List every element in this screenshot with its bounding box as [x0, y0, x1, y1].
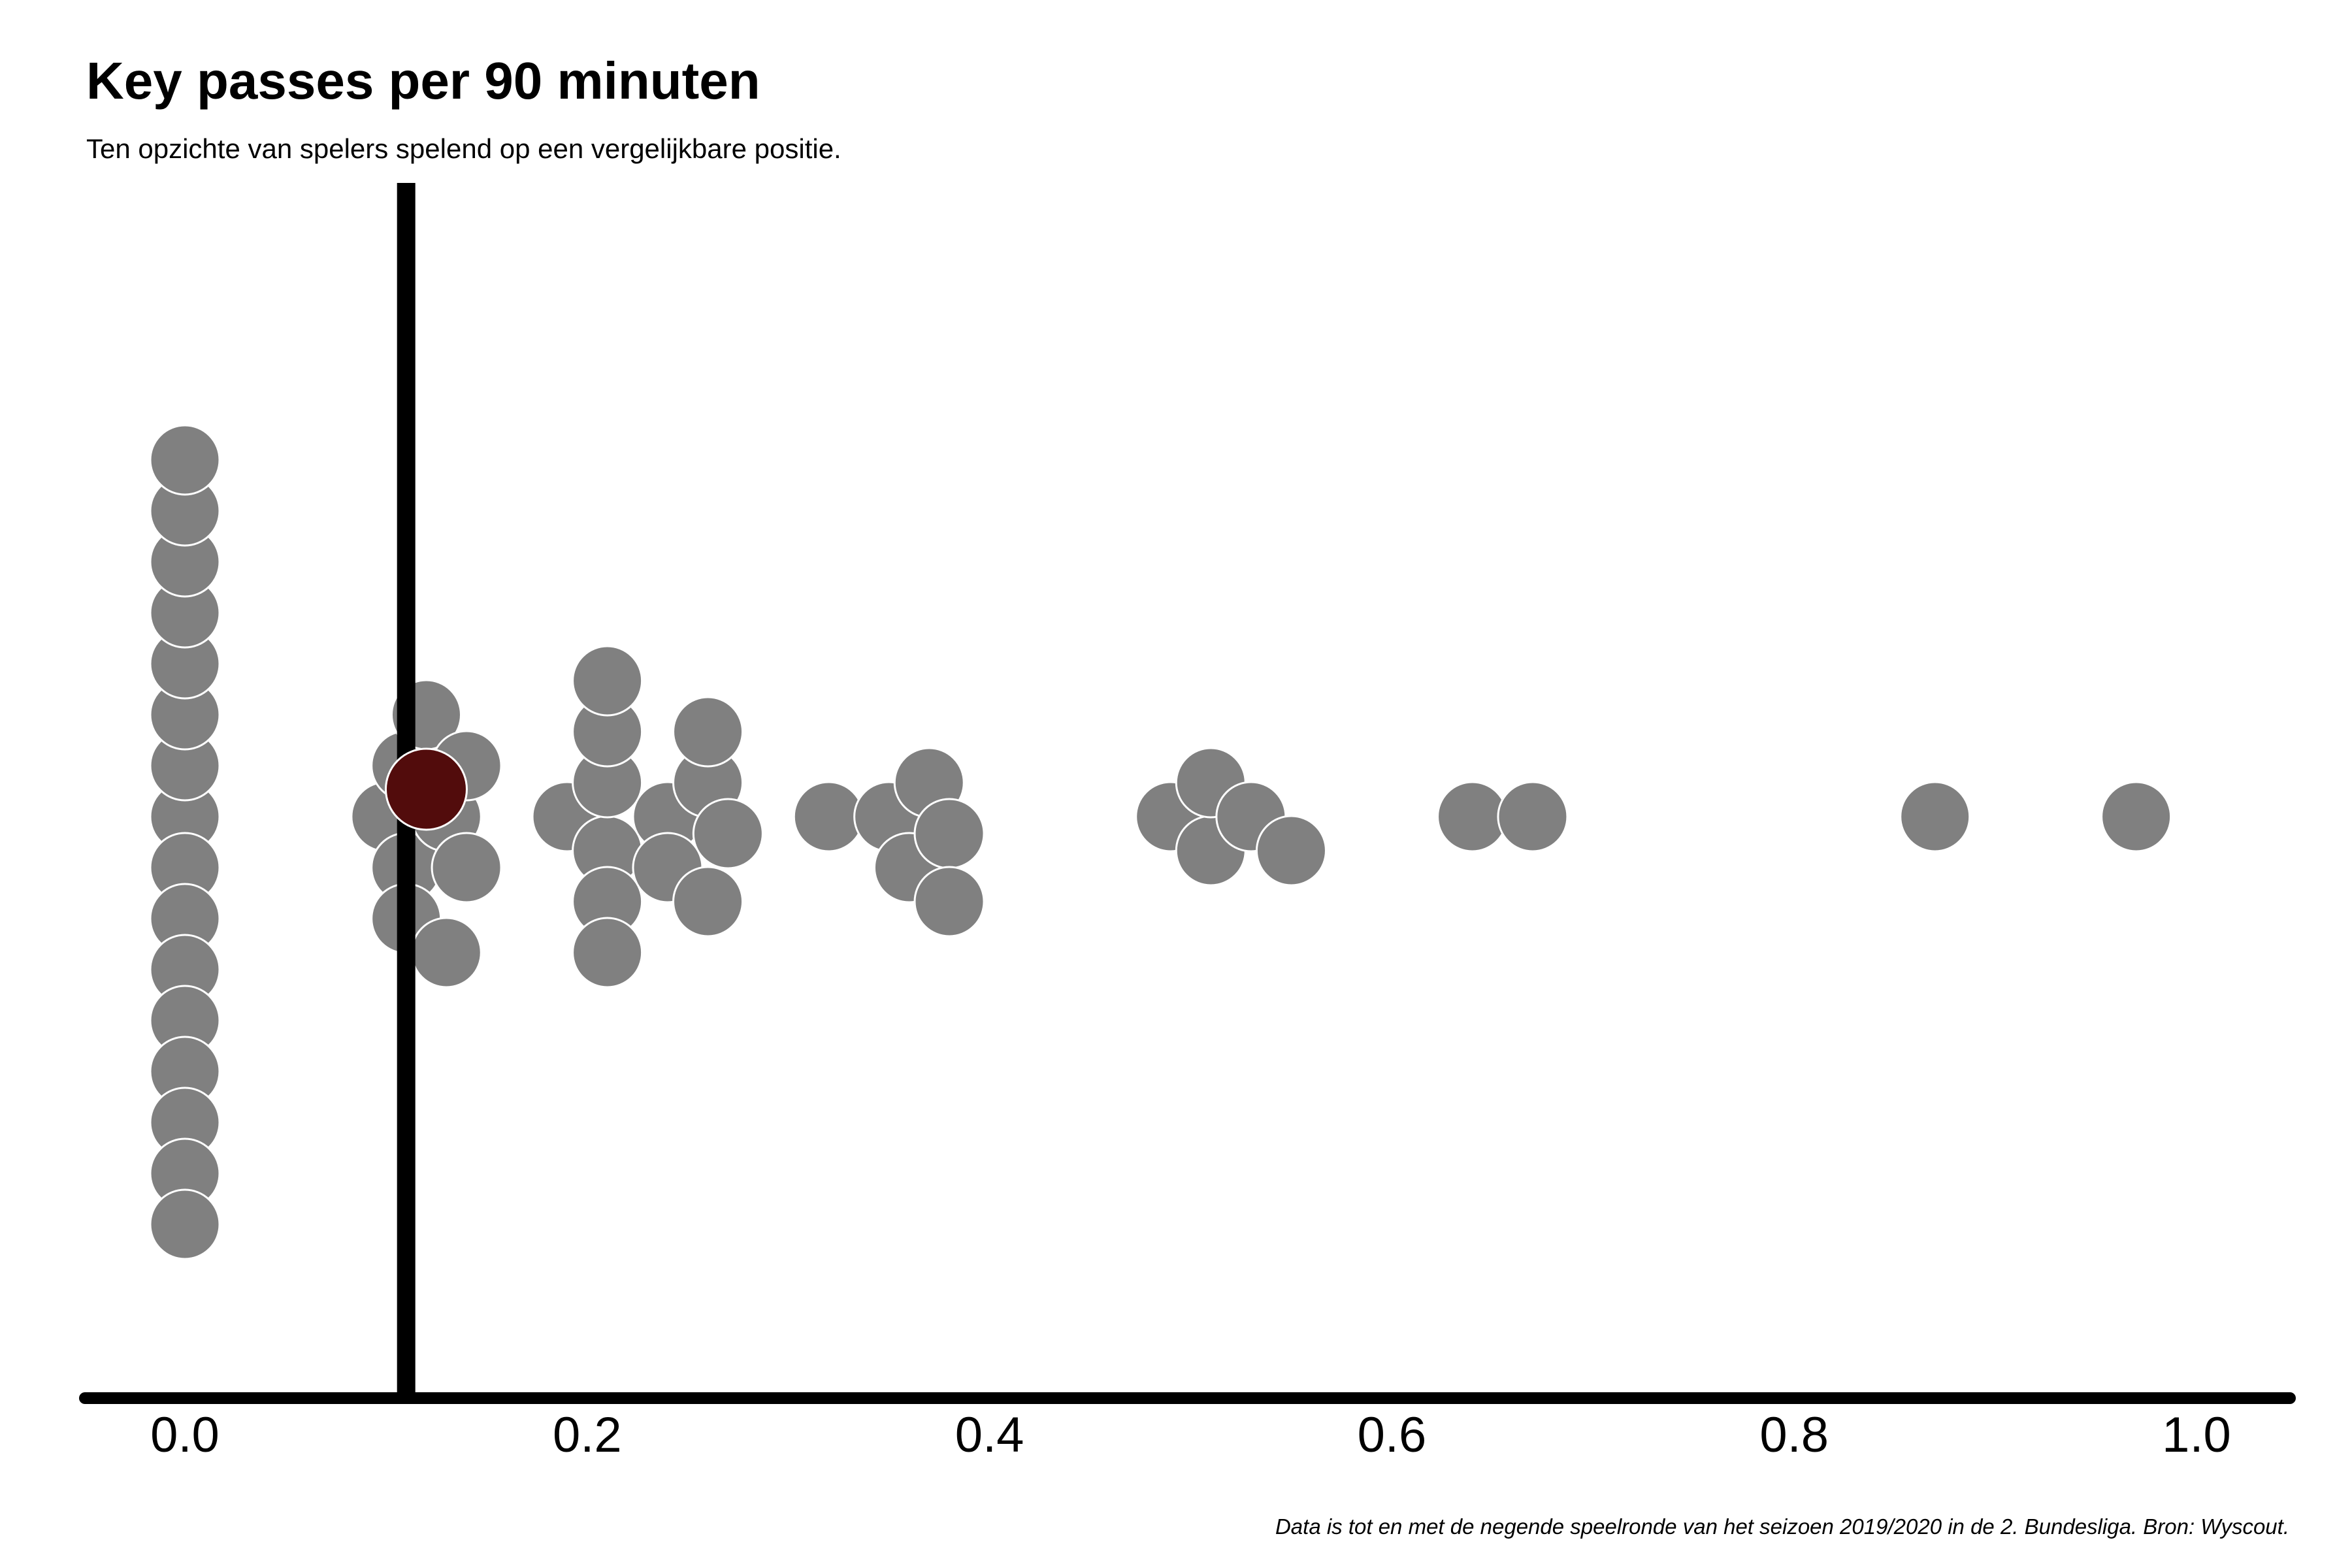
highlight-layer	[384, 747, 468, 831]
x-tick-label-5: 1.0	[2162, 1407, 2231, 1463]
data-point-38	[792, 781, 864, 853]
highlighted-player-point	[384, 747, 468, 831]
data-point-48	[1255, 815, 1327, 887]
data-point-30	[572, 917, 644, 988]
x-tick-label-2: 0.4	[955, 1407, 1024, 1463]
data-point-15	[149, 1188, 221, 1260]
data-point-49	[1437, 781, 1509, 853]
x-axis-ticks: 0.0 0.2 0.4 0.6 0.8 1.0	[150, 1407, 2231, 1463]
x-tick-label-3: 0.6	[1358, 1407, 1427, 1463]
data-point-52	[2100, 781, 2172, 853]
data-point-50	[1497, 781, 1569, 853]
data-point-36	[672, 696, 744, 768]
data-point-37	[692, 798, 764, 870]
data-point-51	[1899, 781, 1971, 853]
data-point-31	[572, 645, 644, 717]
data-point-14	[149, 424, 221, 496]
data-point-43	[913, 866, 985, 938]
chart-title: Key passes per 90 minuten	[86, 52, 760, 110]
data-point-35	[672, 866, 744, 938]
chart-caption: Data is tot en met de negende speelronde…	[1275, 1514, 2289, 1539]
x-tick-label-0: 0.0	[150, 1407, 220, 1463]
x-tick-label-1: 0.2	[553, 1407, 622, 1463]
points-layer	[149, 424, 2172, 1260]
data-point-23	[431, 832, 502, 904]
data-point-22	[410, 917, 482, 988]
x-tick-label-4: 0.8	[1759, 1407, 1829, 1463]
data-point-42	[913, 798, 985, 870]
chart-subtitle: Ten opzichte van spelers spelend op een …	[86, 133, 841, 164]
